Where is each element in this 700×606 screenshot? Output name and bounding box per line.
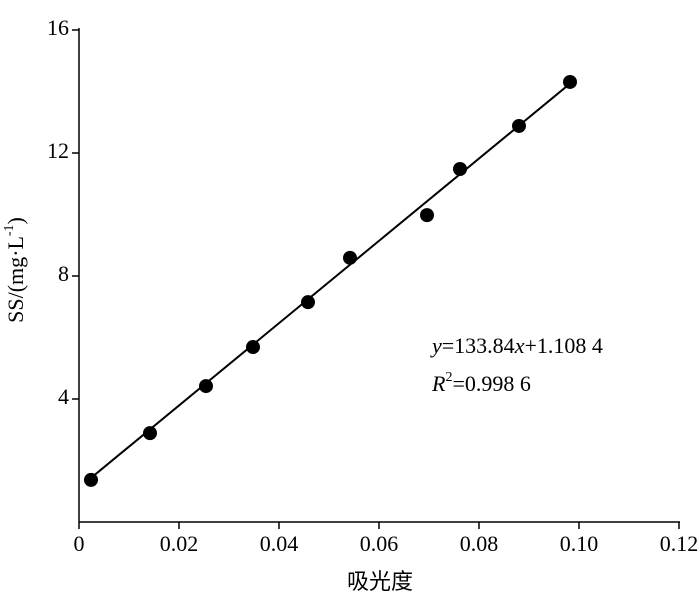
x-tick-label: 0.06 [360, 531, 399, 556]
data-point [453, 161, 467, 176]
x-tick-label: 0.10 [560, 531, 599, 556]
text-part: R [431, 371, 446, 396]
data-point [420, 208, 434, 223]
fit-line [88, 83, 570, 481]
data-point [563, 74, 577, 89]
x-tick-label: 0.04 [260, 531, 299, 556]
y-tick-label: 16 [47, 15, 69, 40]
x-axis-label: 吸光度 [347, 569, 413, 594]
x-tick-label: 0.02 [160, 531, 199, 556]
data-point [512, 118, 526, 133]
text-part: y [430, 333, 442, 358]
data-point [246, 340, 260, 355]
annotation: R2=0.998 6 [431, 370, 531, 396]
y-tick-label: 12 [47, 138, 69, 163]
text-part: x [514, 333, 525, 358]
y-axis-label: SS/(mg·L-1) [2, 217, 28, 323]
y-tick-label: 4 [58, 384, 69, 409]
data-point [84, 472, 98, 487]
data-point [199, 379, 213, 394]
text-part: 2 [445, 370, 452, 385]
text-part: +1.108 4 [524, 333, 602, 358]
x-tick-label: 0.08 [460, 531, 499, 556]
data-point [143, 426, 157, 441]
x-tick-label: 0 [74, 531, 85, 556]
text-part: SS/(mg·L [3, 236, 28, 323]
text-part: =133.84 [442, 333, 515, 358]
text-part: -1 [2, 224, 17, 236]
annotation: y=133.84x+1.108 4 [430, 333, 603, 358]
x-tick-label: 0.12 [660, 531, 699, 556]
data-point [301, 295, 315, 310]
data-point [343, 250, 357, 265]
y-tick-label: 8 [58, 261, 69, 286]
text-part: =0.998 6 [452, 371, 530, 396]
text-part: ) [3, 217, 28, 224]
